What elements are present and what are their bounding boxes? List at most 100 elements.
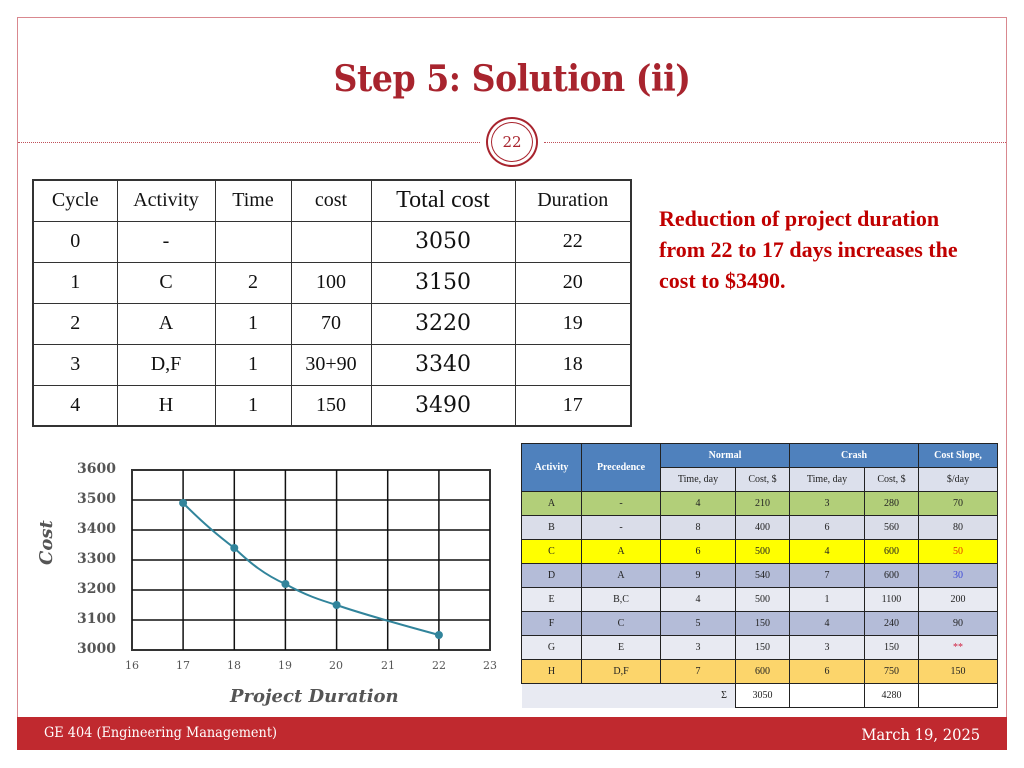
cell-precedence: A	[581, 539, 661, 564]
cost-duration-chart: 3600 3500 3400 3300 3200 3100 3000 16 17…	[30, 455, 505, 715]
header-crash-time: Time, day	[789, 467, 865, 492]
sum-row: Σ 3050 4280	[521, 683, 998, 708]
x-tick: 16	[125, 659, 139, 672]
cell-total-cost: 3220	[370, 302, 516, 345]
cell-normal-time: 3	[660, 635, 736, 660]
cell-normal-cost: 600	[735, 659, 790, 684]
y-tick: 3400	[77, 521, 116, 537]
cell-duration: 18	[514, 343, 632, 386]
cell-crash-time: 6	[789, 659, 865, 684]
cell-cycle: 3	[32, 343, 118, 386]
cell-crash-cost: 560	[864, 515, 919, 540]
cell-normal-cost: 210	[735, 491, 790, 516]
chart-grid	[131, 469, 491, 651]
cell-crash-cost: 600	[864, 563, 919, 588]
header-activity: Activity	[521, 443, 582, 492]
x-tick: 20	[329, 659, 343, 672]
header-activity: Activity	[116, 179, 216, 222]
cell-normal-time: 7	[660, 659, 736, 684]
cell-crash-time: 3	[789, 491, 865, 516]
table-row: E B,C 4 500 1 1100 200	[521, 587, 998, 612]
table-row: 0 - 3050 22	[32, 220, 632, 263]
x-tick: 17	[176, 659, 190, 672]
data-points	[179, 499, 443, 639]
cell-cycle: 0	[32, 220, 118, 263]
y-tick: 3000	[77, 641, 116, 657]
x-tick: 19	[278, 659, 292, 672]
cell-activity: G	[521, 635, 582, 660]
header-cost: cost	[290, 179, 372, 222]
table-header-row: Activity Precedence Normal Crash Cost Sl…	[521, 443, 998, 492]
cell-time	[214, 220, 292, 263]
cell-cost: 100	[290, 261, 372, 304]
table-row: 2 A 1 70 3220 19	[32, 302, 632, 345]
cell-time: 2	[214, 261, 292, 304]
y-axis-label: Cost	[36, 520, 57, 565]
cell-crash-time: 4	[789, 611, 865, 636]
x-tick: 23	[483, 659, 497, 672]
table-header-row: Cycle Activity Time cost Total cost Dura…	[32, 179, 632, 222]
cell-crash-cost: 600	[864, 539, 919, 564]
crashing-cycles-table: Cycle Activity Time cost Total cost Dura…	[32, 179, 632, 427]
cell-normal-cost: 500	[735, 539, 790, 564]
sum-empty	[789, 683, 865, 708]
header-total-cost: Total cost	[370, 179, 516, 222]
cell-precedence: -	[581, 515, 661, 540]
cell-duration: 22	[514, 220, 632, 263]
cell-total-cost: 3340	[370, 343, 516, 386]
title-divider-right	[544, 142, 1006, 143]
cell-crash-time: 1	[789, 587, 865, 612]
cell-slope: 80	[918, 515, 998, 540]
sum-empty	[918, 683, 998, 708]
table-row: B - 8 400 6 560 80	[521, 515, 998, 540]
cell-normal-time: 4	[660, 491, 736, 516]
header-time: Time	[214, 179, 292, 222]
cell-normal-cost: 500	[735, 587, 790, 612]
cell-normal-cost: 400	[735, 515, 790, 540]
table-row: 4 H 1 150 3490 17	[32, 384, 632, 427]
cell-precedence: B,C	[581, 587, 661, 612]
cell-crash-cost: 1100	[864, 587, 919, 612]
y-tick: 3500	[77, 491, 116, 507]
cell-time: 1	[214, 302, 292, 345]
cell-cycle: 2	[32, 302, 118, 345]
cell-slope: 90	[918, 611, 998, 636]
cell-time: 1	[214, 384, 292, 427]
cell-normal-time: 6	[660, 539, 736, 564]
y-tick: 3200	[77, 581, 116, 597]
cell-normal-cost: 150	[735, 635, 790, 660]
cell-activity: C	[521, 539, 582, 564]
header-crash: Crash	[789, 443, 919, 468]
table-subheader-row: Time, day Cost, $ Time, day Cost, $ $/da…	[522, 467, 998, 492]
cell-activity: B	[521, 515, 582, 540]
cell-crash-cost: 750	[864, 659, 919, 684]
cell-activity: -	[116, 220, 216, 263]
table-row: 3 D,F 1 30+90 3340 18	[32, 343, 632, 386]
cell-precedence: E	[581, 635, 661, 660]
cell-activity: E	[521, 587, 582, 612]
cost-curve	[182, 502, 440, 636]
cell-activity: C	[116, 261, 216, 304]
cell-total-cost: 3150	[370, 261, 516, 304]
cell-activity: F	[521, 611, 582, 636]
cell-normal-time: 5	[660, 611, 736, 636]
slide-title: Step 5: Solution (ii)	[333, 58, 691, 100]
page-number: 22	[491, 122, 533, 162]
cell-activity: H	[521, 659, 582, 684]
table-row: D A 9 540 7 600 30	[521, 563, 998, 588]
cell-activity: A	[521, 491, 582, 516]
cell-precedence: -	[581, 491, 661, 516]
cell-activity: D,F	[116, 343, 216, 386]
title-divider-left	[18, 142, 480, 143]
sum-crash-cost: 4280	[864, 683, 919, 708]
header-cost-slope: Cost Slope,	[918, 443, 998, 468]
cell-duration: 20	[514, 261, 632, 304]
cell-total-cost: 3050	[370, 220, 516, 263]
cell-slope: 200	[918, 587, 998, 612]
cell-crash-time: 3	[789, 635, 865, 660]
cell-normal-time: 4	[660, 587, 736, 612]
header-duration: Duration	[514, 179, 632, 222]
page-number-badge: 22	[486, 117, 538, 167]
cell-crash-time: 4	[789, 539, 865, 564]
cell-cycle: 4	[32, 384, 118, 427]
